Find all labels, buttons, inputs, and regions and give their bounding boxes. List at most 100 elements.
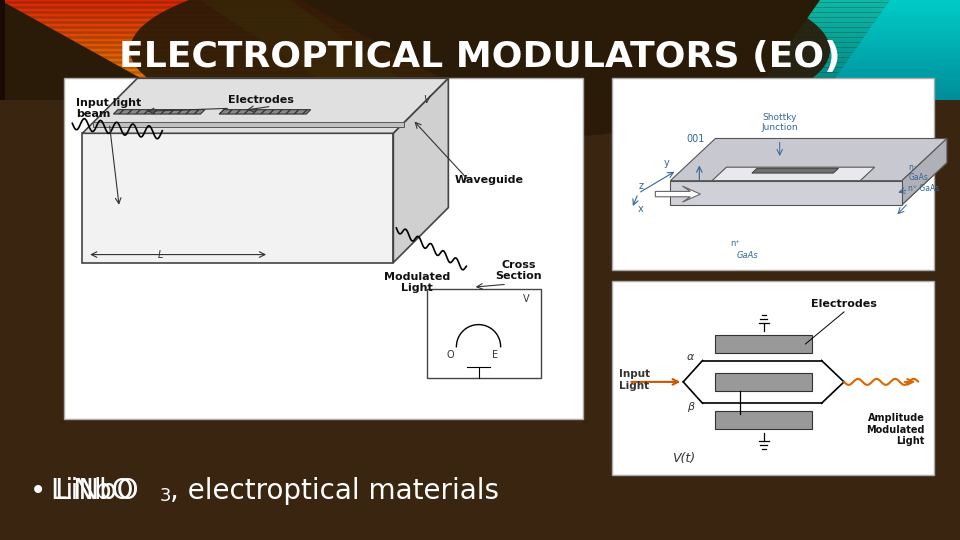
Polygon shape: [301, 68, 388, 70]
Polygon shape: [305, 70, 392, 72]
Polygon shape: [781, 52, 894, 55]
Polygon shape: [27, 15, 329, 16]
Text: y: y: [664, 158, 670, 168]
Polygon shape: [245, 30, 335, 32]
Text: 001: 001: [686, 133, 705, 144]
Polygon shape: [806, 17, 911, 20]
Polygon shape: [25, 14, 327, 15]
Polygon shape: [151, 84, 453, 85]
Text: 3: 3: [160, 488, 172, 505]
Polygon shape: [29, 16, 331, 17]
Text: V(t): V(t): [672, 452, 695, 465]
Text: , electroptical materials: , electroptical materials: [170, 477, 499, 505]
Polygon shape: [178, 99, 480, 100]
Polygon shape: [13, 8, 316, 9]
Polygon shape: [878, 14, 960, 17]
Polygon shape: [34, 19, 336, 20]
Polygon shape: [256, 37, 346, 40]
Text: V: V: [423, 95, 430, 105]
Polygon shape: [132, 74, 435, 75]
Polygon shape: [848, 57, 960, 60]
Polygon shape: [778, 57, 891, 60]
Polygon shape: [211, 8, 304, 10]
Polygon shape: [327, 85, 413, 87]
Polygon shape: [67, 37, 370, 39]
Polygon shape: [144, 80, 446, 81]
Polygon shape: [278, 52, 367, 55]
Text: LiNbO: LiNbO: [50, 477, 133, 505]
Polygon shape: [106, 59, 408, 60]
Polygon shape: [851, 53, 960, 57]
Polygon shape: [85, 48, 388, 49]
Polygon shape: [173, 96, 475, 98]
Polygon shape: [788, 43, 899, 45]
Polygon shape: [153, 85, 455, 86]
Polygon shape: [50, 28, 351, 29]
Polygon shape: [852, 50, 960, 53]
Polygon shape: [157, 87, 460, 89]
Polygon shape: [883, 6, 960, 10]
Polygon shape: [252, 35, 343, 37]
Polygon shape: [335, 90, 420, 92]
Polygon shape: [777, 60, 890, 63]
Polygon shape: [52, 29, 354, 30]
Polygon shape: [81, 45, 383, 46]
Polygon shape: [656, 186, 701, 202]
Polygon shape: [766, 75, 882, 78]
Polygon shape: [313, 75, 398, 78]
Polygon shape: [54, 30, 356, 31]
Polygon shape: [859, 40, 960, 43]
Polygon shape: [149, 83, 451, 84]
Bar: [0, 0, 5, 100]
Polygon shape: [320, 80, 405, 83]
Polygon shape: [885, 3, 960, 6]
Polygon shape: [275, 50, 364, 52]
Polygon shape: [902, 138, 947, 205]
Polygon shape: [773, 65, 887, 68]
Polygon shape: [764, 78, 881, 80]
Polygon shape: [241, 28, 332, 30]
Ellipse shape: [130, 0, 830, 140]
Polygon shape: [394, 78, 448, 262]
Polygon shape: [825, 90, 960, 93]
Text: L: L: [157, 249, 163, 260]
Polygon shape: [108, 60, 410, 61]
Polygon shape: [803, 23, 909, 25]
Polygon shape: [47, 26, 349, 28]
Text: n⁻
GaAs
n⁺ GaAs: n⁻ GaAs n⁺ GaAs: [908, 163, 940, 193]
Polygon shape: [2, 1, 304, 3]
Polygon shape: [59, 32, 361, 33]
Polygon shape: [794, 35, 902, 37]
Polygon shape: [775, 63, 889, 65]
Text: O: O: [446, 350, 454, 360]
Text: ELECTROPTICAL MODULATORS (EO): ELECTROPTICAL MODULATORS (EO): [119, 40, 841, 74]
Polygon shape: [823, 93, 960, 97]
Polygon shape: [12, 6, 314, 8]
Polygon shape: [176, 98, 478, 99]
Polygon shape: [171, 95, 473, 96]
Polygon shape: [762, 80, 880, 83]
Polygon shape: [783, 50, 895, 52]
Text: α: α: [687, 352, 694, 361]
Bar: [612, 281, 934, 475]
Polygon shape: [769, 70, 885, 72]
Polygon shape: [843, 63, 960, 66]
Polygon shape: [820, 97, 960, 100]
Polygon shape: [771, 68, 886, 70]
Polygon shape: [839, 70, 960, 73]
Polygon shape: [200, 0, 294, 3]
Polygon shape: [670, 138, 947, 181]
Polygon shape: [324, 83, 409, 85]
Polygon shape: [792, 37, 901, 40]
Polygon shape: [142, 79, 444, 80]
Text: GaAs: GaAs: [736, 251, 758, 260]
Polygon shape: [223, 15, 315, 17]
Polygon shape: [758, 85, 877, 87]
Polygon shape: [20, 11, 323, 12]
Polygon shape: [750, 98, 872, 100]
Polygon shape: [227, 17, 318, 20]
Polygon shape: [204, 3, 297, 5]
Polygon shape: [83, 133, 394, 262]
Text: Shottky
Junction: Shottky Junction: [761, 113, 798, 132]
Polygon shape: [290, 60, 377, 63]
